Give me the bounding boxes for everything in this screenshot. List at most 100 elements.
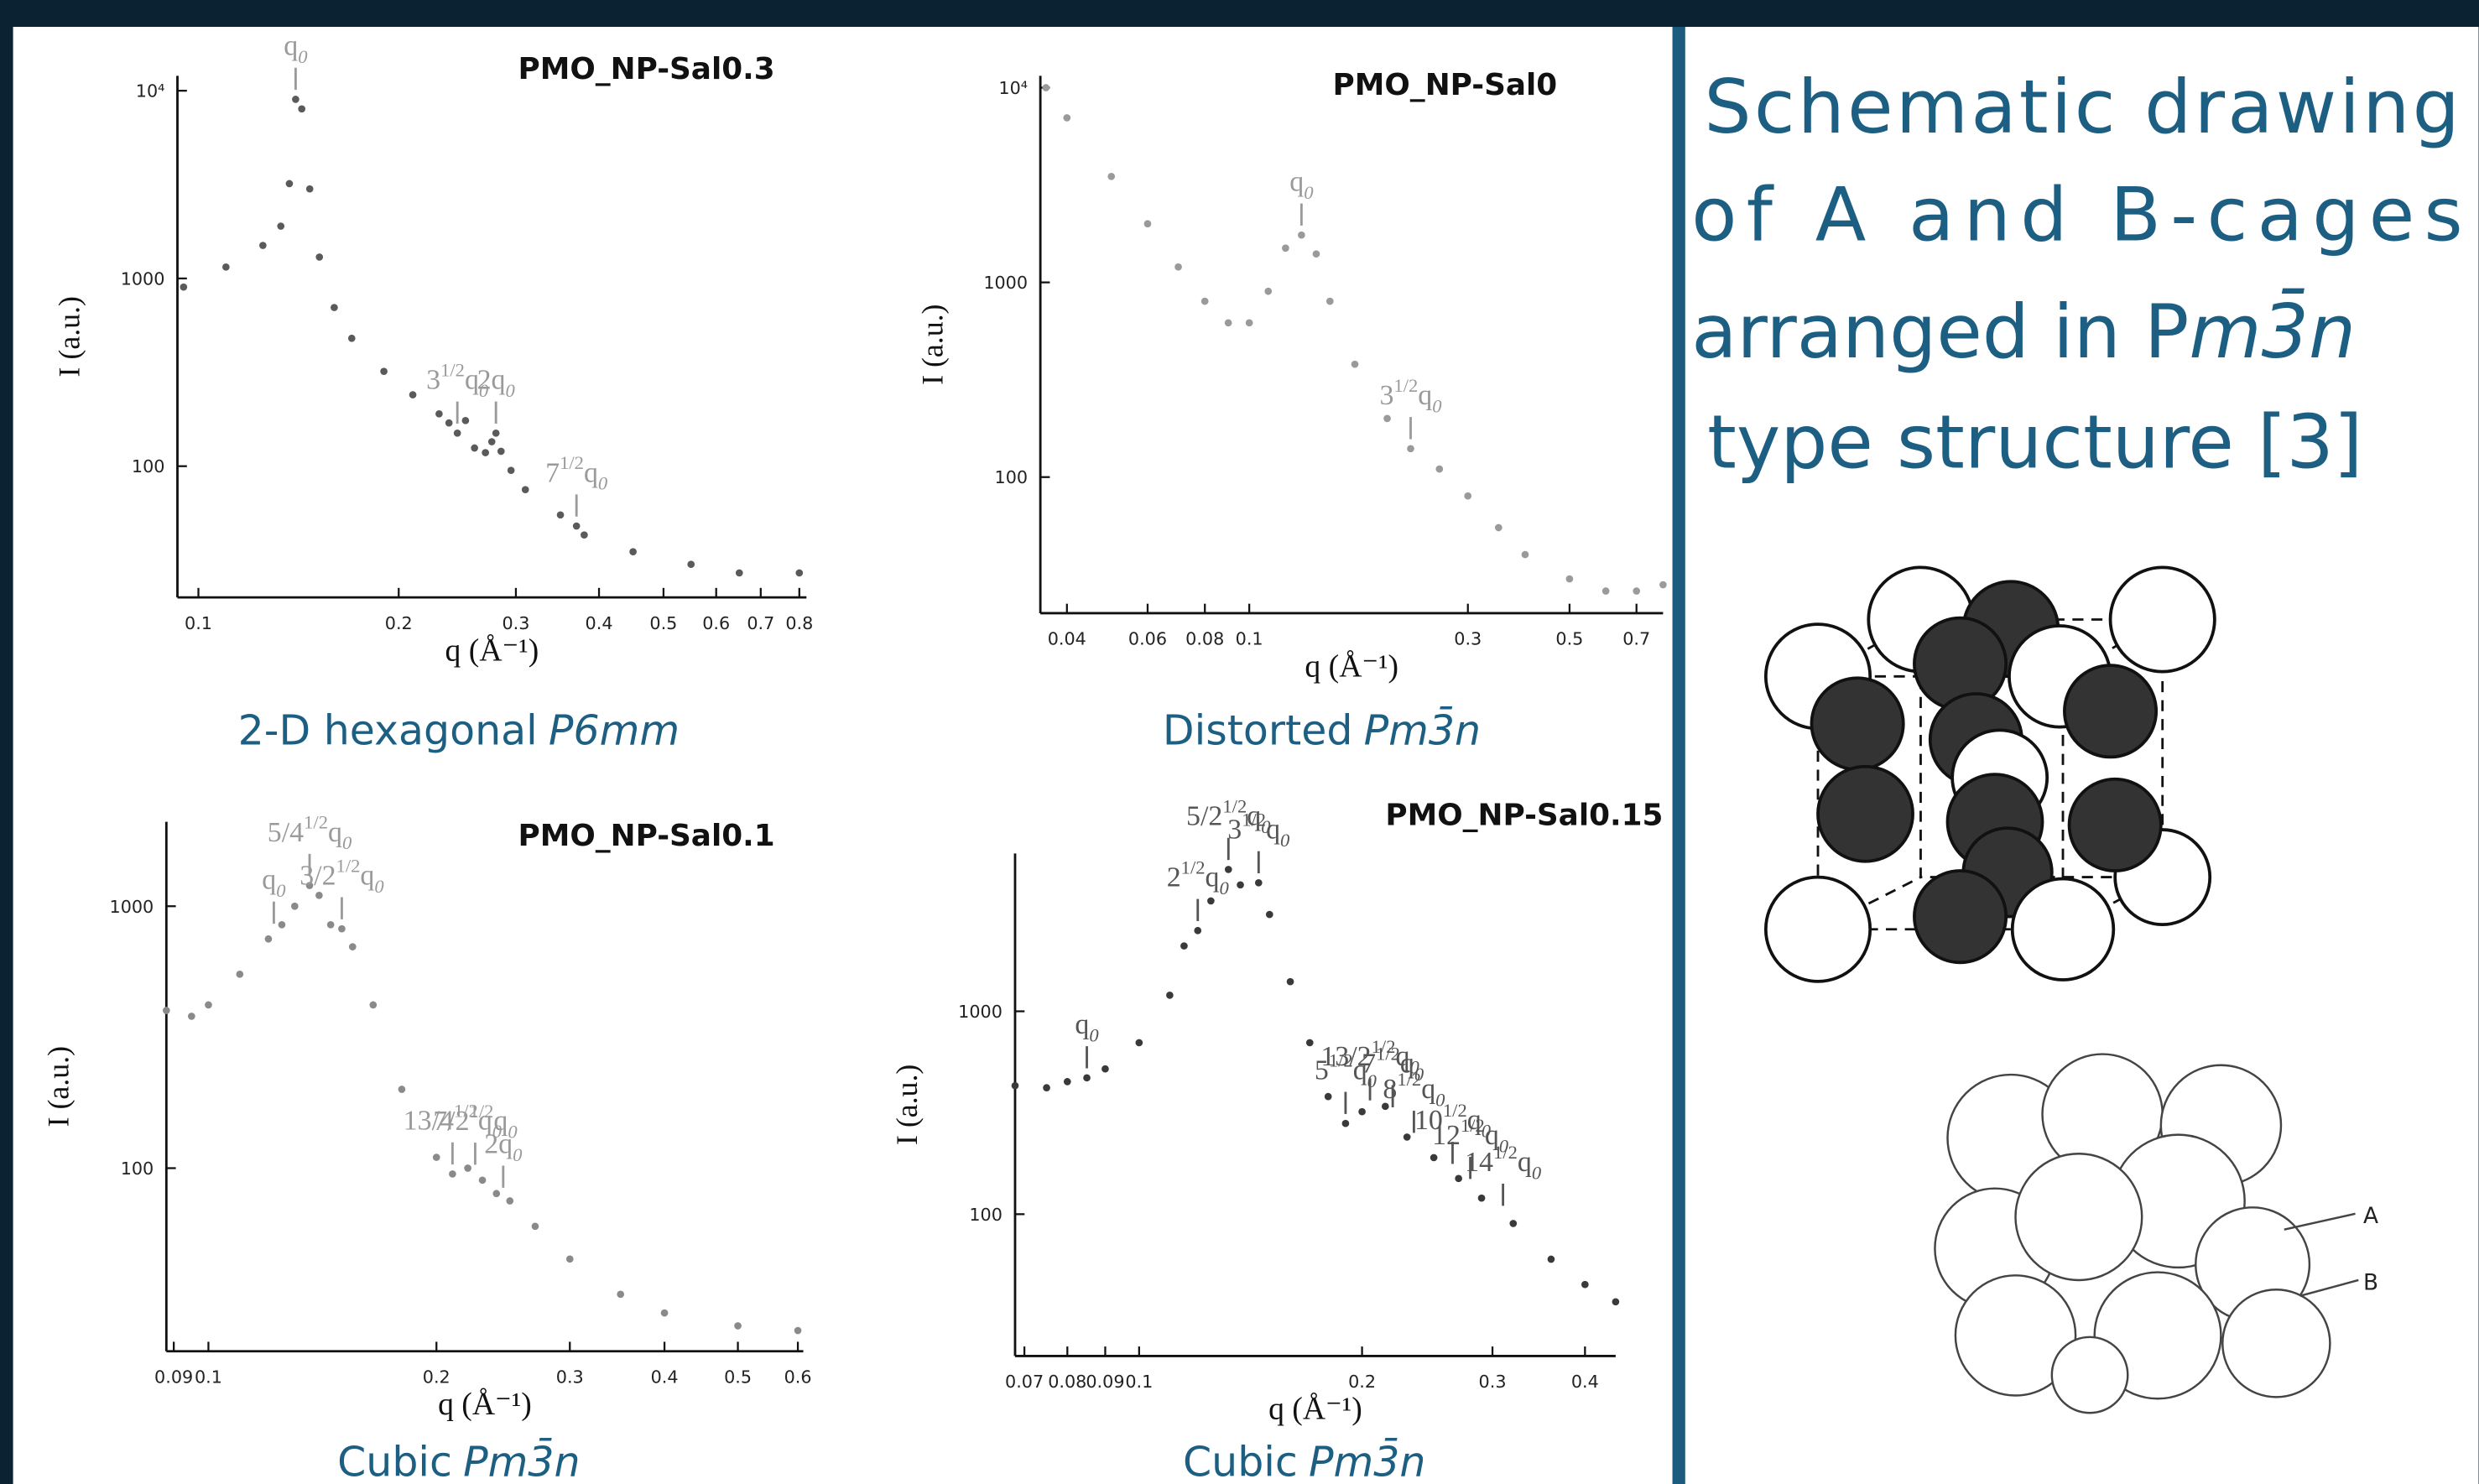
peak-label-q: q	[1353, 1054, 1367, 1086]
peak-label-subscript: 0	[1409, 1057, 1419, 1078]
data-point	[180, 283, 188, 291]
data-point	[795, 569, 804, 577]
x-tick-label: 0.5	[649, 613, 677, 633]
peak-label: 21/2q0	[1167, 857, 1230, 898]
peak-label-q: q	[492, 365, 506, 396]
data-point	[521, 486, 529, 493]
side-title-line: Schematic drawing	[1704, 64, 2460, 150]
peak-label-exponent: 1/2	[336, 855, 361, 876]
peak-label-q: q	[360, 860, 374, 891]
data-point	[1254, 878, 1263, 887]
peak-label-factor: 10	[1414, 1105, 1443, 1136]
data-point	[461, 416, 470, 424]
side-title-part: arranged in P	[1691, 289, 2189, 375]
peak-label-subscript: 0	[505, 380, 515, 401]
data-point	[1042, 84, 1050, 91]
peak-label-subscript: 0	[342, 832, 352, 853]
x-tick-label: 0.6	[784, 1367, 812, 1387]
data-point	[617, 1290, 625, 1299]
x-tick-label: 0.1	[185, 613, 212, 633]
peak-label: 81/2q0	[1383, 1069, 1445, 1110]
data-point	[277, 222, 285, 230]
peak-label-factor: 3	[1227, 815, 1242, 846]
peak-label-factor: 12	[1432, 1120, 1461, 1151]
data-point	[278, 920, 286, 929]
y-tick-label: 100	[995, 467, 1029, 487]
x-tick-label: 0.08	[1048, 1372, 1086, 1392]
data-point	[1224, 866, 1232, 873]
x-tick-label: 0.1	[1236, 629, 1263, 649]
side-title-part: type structure [3]	[1707, 399, 2362, 486]
peak-label-subscript: 0	[1304, 182, 1314, 203]
data-point	[1477, 1194, 1486, 1202]
peak-label-q: q	[1518, 1147, 1532, 1178]
data-point	[1324, 1092, 1332, 1101]
data-point	[285, 180, 294, 188]
caption-symmetry: Pm3̄n	[463, 1437, 580, 1484]
caption-symmetry: Pm3̄n	[1309, 1437, 1425, 1484]
data-point	[1101, 1065, 1109, 1073]
peak-label-subscript: 0	[1219, 877, 1229, 898]
caption-text: 2-D hexagonal	[238, 706, 538, 754]
data-point	[1407, 445, 1414, 453]
peak-label-q: q	[478, 1106, 492, 1137]
peak-label: 3/21/2q0	[299, 855, 384, 896]
data-point	[1305, 1039, 1314, 1047]
y-tick-label: 100	[969, 1205, 1003, 1225]
cage	[1954, 1274, 2077, 1397]
data-point	[629, 548, 637, 556]
peak-label-factor: 2	[477, 365, 492, 396]
data-point	[1547, 1255, 1555, 1263]
peak-label-subscript: 0	[508, 1121, 518, 1142]
data-point	[435, 409, 443, 418]
b-site	[2063, 664, 2159, 759]
peak-label-subscript: 0	[1261, 816, 1271, 837]
x-tick-label: 0.4	[1571, 1372, 1599, 1392]
data-point	[487, 438, 496, 445]
peak-label-subscript: 0	[513, 1144, 523, 1165]
cage	[2014, 1153, 2143, 1282]
peak-label-q: q	[1418, 380, 1432, 411]
b-site	[1810, 676, 1905, 772]
x-tick-label: 0.3	[1479, 1372, 1507, 1392]
data-point	[409, 391, 417, 398]
data-point	[331, 304, 338, 311]
data-point	[453, 429, 461, 437]
peak-label-exponent: 1/2	[1376, 1043, 1400, 1064]
x-tick-label: 0.04	[1048, 629, 1086, 649]
chart-caption: 2-D hexagonal P6mm	[238, 706, 680, 754]
data-point	[315, 891, 323, 899]
peak-label: 13/41/2q0	[404, 1101, 503, 1142]
peak-label-q: q	[1075, 1009, 1089, 1040]
peak-label: 7/21/2q0	[433, 1101, 518, 1142]
side-title-part: of A and B-cages	[1691, 171, 2462, 258]
data-point	[497, 447, 505, 456]
peak-label-q: q	[1396, 1041, 1410, 1072]
peak-label-exponent: 1/2	[1372, 1036, 1396, 1057]
data-point	[338, 924, 346, 933]
peak-label-exponent: 1/2	[440, 359, 465, 380]
data-point	[264, 935, 273, 943]
x-tick-label: 0.07	[1005, 1372, 1044, 1392]
peak-label-subscript: 0	[1414, 1064, 1424, 1085]
data-point	[1264, 287, 1273, 295]
side-title-line: of A and B-cages	[1691, 171, 2462, 258]
peak-label-exponent: 1/2	[560, 452, 584, 473]
data-point	[1383, 414, 1391, 423]
peak-label-factor: 2	[1167, 862, 1181, 893]
data-point	[1341, 1119, 1350, 1127]
data-point	[187, 1013, 195, 1020]
data-point	[1063, 114, 1071, 122]
y-tick-label: 1000	[958, 1002, 1003, 1022]
peak-label-factor: 8	[1383, 1074, 1397, 1105]
peak-label-q: q	[1289, 166, 1304, 197]
data-point	[1325, 297, 1334, 305]
data-point	[1166, 992, 1174, 999]
peak-label: 31/2q0	[426, 359, 489, 400]
chart-title: PMO_NP-Sal0	[1333, 68, 1558, 102]
x-axis-label: q (Å⁻¹)	[1268, 1392, 1362, 1427]
peak-label-q: q	[284, 31, 298, 62]
peak-label-exponent: 1/2	[1222, 796, 1247, 817]
